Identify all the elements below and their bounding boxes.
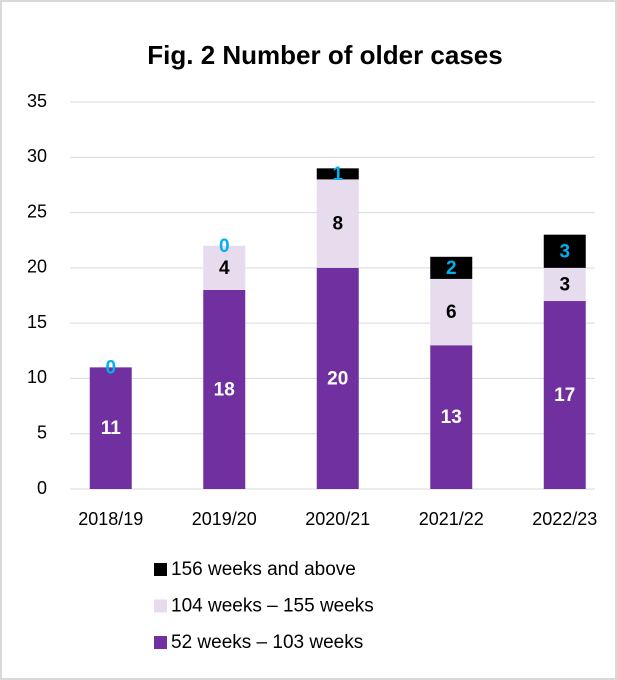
- y-tick-label: 20: [27, 257, 47, 277]
- x-tick-label: 2022/23: [532, 509, 597, 529]
- value-label: 2: [446, 258, 457, 279]
- x-tick-label: 2020/21: [305, 509, 370, 529]
- bar-segment: [89, 367, 132, 489]
- y-tick-label: 10: [27, 367, 47, 387]
- value-label: 8: [332, 214, 343, 235]
- value-label: 13: [441, 407, 462, 428]
- y-tick-label: 5: [37, 422, 47, 442]
- value-label: 1: [332, 164, 343, 185]
- legend-swatch: [154, 636, 167, 649]
- bar-segment: [316, 267, 359, 489]
- x-tick-label: 2021/22: [419, 509, 484, 529]
- value-label: 20: [327, 368, 348, 389]
- value-label: 4: [219, 258, 230, 279]
- value-label: 0: [105, 357, 116, 378]
- bar-segment: [543, 301, 586, 489]
- y-tick-label: 30: [27, 146, 47, 166]
- y-tick-label: 0: [37, 478, 47, 498]
- legend-swatch: [154, 563, 167, 576]
- value-label: 3: [559, 274, 570, 295]
- bar-segment: [543, 234, 586, 268]
- bar-segment: [316, 179, 359, 268]
- value-label: 0: [219, 236, 230, 257]
- legend-label: 156 weeks and above: [171, 559, 356, 580]
- legend-swatch: [154, 599, 167, 613]
- y-tick-label: 15: [27, 312, 47, 332]
- legend-label: 104 weeks – 155 weeks: [171, 596, 374, 617]
- x-tick-label: 2018/19: [78, 509, 143, 529]
- bar-segment: [430, 345, 473, 489]
- value-label: 11: [101, 418, 122, 439]
- bar-segment: [430, 278, 473, 346]
- chart-title: Fig. 2 Number of older cases: [147, 40, 502, 70]
- value-label: 6: [446, 302, 457, 323]
- bar-segment: [203, 289, 246, 489]
- legend-label: 52 weeks – 103 weeks: [171, 632, 363, 653]
- y-tick-label: 25: [27, 201, 47, 221]
- value-label: 18: [214, 380, 235, 401]
- x-tick-label: 2019/20: [192, 509, 257, 529]
- bar-segment: [430, 256, 473, 279]
- y-tick-label: 35: [27, 91, 47, 111]
- value-label: 3: [559, 241, 570, 262]
- value-label: 17: [554, 385, 575, 406]
- bar-segment: [543, 267, 586, 302]
- bar-segment: [203, 245, 246, 290]
- bar-segment: [316, 168, 359, 180]
